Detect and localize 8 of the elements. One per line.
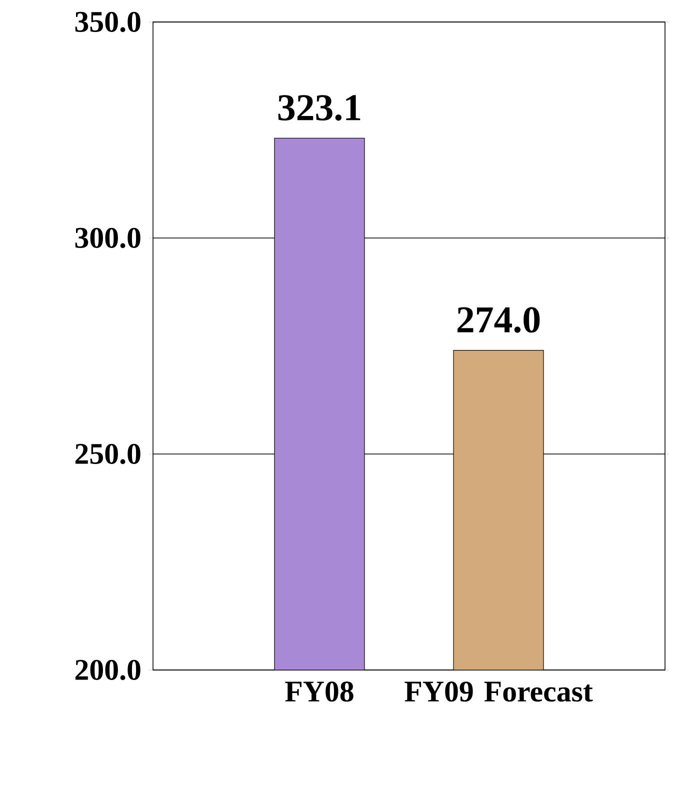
y-tick-label: 300.0 <box>75 228 140 248</box>
y-tick-label: 350.0 <box>75 12 140 32</box>
x-tick-label: FY08 <box>285 682 354 702</box>
y-tick-label: 200.0 <box>75 660 140 680</box>
x-tick-label: FY09 Forecast <box>404 682 593 702</box>
data-label: 274.0 <box>458 307 540 333</box>
data-label: 323.1 <box>278 95 360 121</box>
y-tick-label: 250.0 <box>75 444 140 464</box>
